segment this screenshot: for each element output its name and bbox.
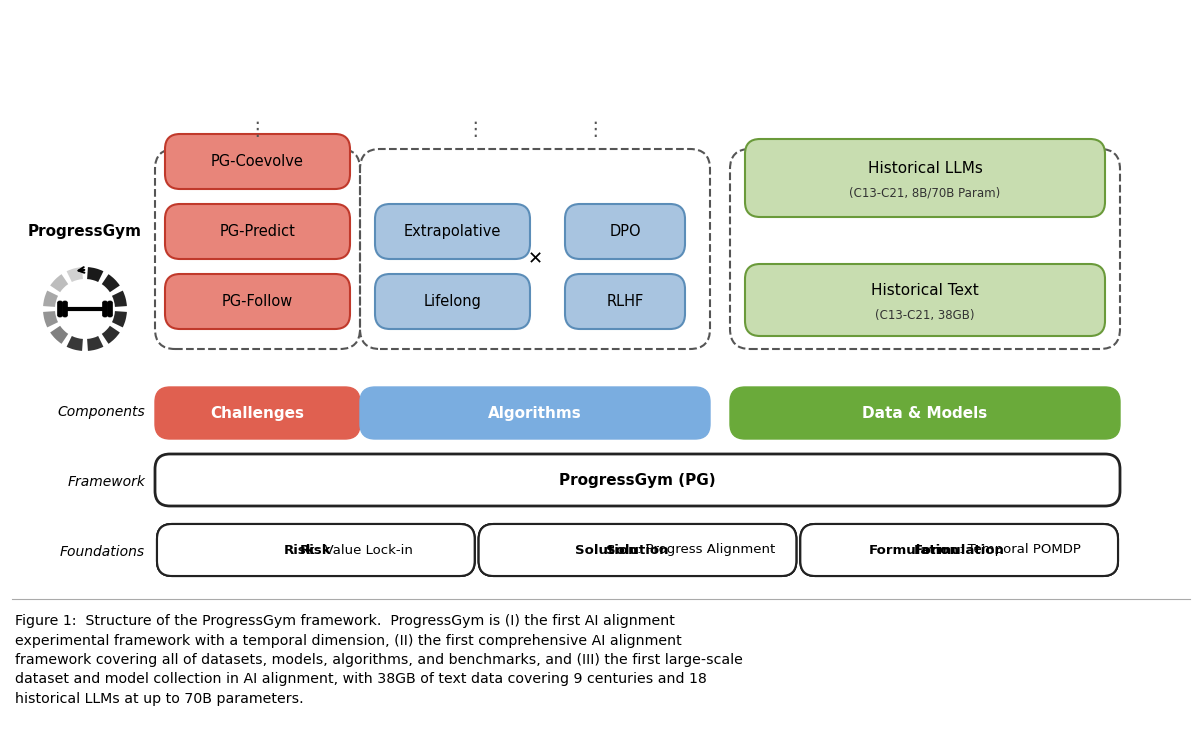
FancyBboxPatch shape	[102, 301, 107, 317]
FancyBboxPatch shape	[478, 524, 797, 576]
FancyBboxPatch shape	[63, 301, 67, 317]
Text: : Value Lock-in: : Value Lock-in	[316, 544, 412, 557]
Text: Figure 1:  Structure of the ProgressGym framework.  ProgressGym is (I) the first: Figure 1: Structure of the ProgressGym f…	[14, 614, 743, 706]
Wedge shape	[87, 267, 103, 282]
Text: (C13-C21, 38GB): (C13-C21, 38GB)	[875, 309, 975, 321]
Text: Risk: Value Lock-in: Risk: Value Lock-in	[254, 544, 377, 557]
Text: Lifelong: Lifelong	[423, 294, 482, 309]
Wedge shape	[50, 275, 69, 292]
Wedge shape	[43, 311, 58, 327]
Text: ProgressGym (PG): ProgressGym (PG)	[559, 472, 716, 487]
Text: : Progress Alignment: : Progress Alignment	[637, 544, 775, 557]
FancyBboxPatch shape	[157, 524, 475, 576]
Text: : Temporal POMDP: : Temporal POMDP	[959, 544, 1081, 557]
FancyBboxPatch shape	[565, 204, 685, 259]
FancyBboxPatch shape	[375, 274, 530, 329]
Wedge shape	[112, 291, 127, 307]
FancyBboxPatch shape	[478, 524, 797, 576]
Text: Formulation: Temporal POMDP: Formulation: Temporal POMDP	[858, 544, 1060, 557]
FancyBboxPatch shape	[565, 274, 685, 329]
FancyBboxPatch shape	[165, 274, 350, 329]
Wedge shape	[102, 275, 120, 292]
Wedge shape	[66, 267, 83, 282]
Text: (C13-C21, 8B/70B Param): (C13-C21, 8B/70B Param)	[850, 187, 1000, 199]
Text: Solution: Solution	[606, 544, 668, 557]
Wedge shape	[87, 336, 103, 351]
FancyBboxPatch shape	[165, 204, 350, 259]
Text: PG-Predict: PG-Predict	[220, 224, 296, 239]
Text: Risk: Risk	[300, 544, 332, 557]
Text: Formulation: Temporal POMDP: Formulation: Temporal POMDP	[858, 544, 1060, 557]
Text: Solution: Solution	[575, 544, 637, 557]
Text: Framework: Framework	[67, 475, 145, 489]
Text: Risk: Value Lock-in: Risk: Value Lock-in	[254, 544, 377, 557]
Text: RLHF: RLHF	[606, 294, 643, 309]
FancyBboxPatch shape	[361, 387, 710, 439]
Text: DPO: DPO	[609, 224, 641, 239]
FancyBboxPatch shape	[157, 524, 475, 576]
Text: ⋮: ⋮	[465, 120, 484, 138]
Text: Solution: Progress Alignment: Solution: Progress Alignment	[541, 544, 733, 557]
Text: Data & Models: Data & Models	[862, 405, 988, 420]
Text: Risk: Value Lock-in: Risk: Value Lock-in	[254, 544, 377, 557]
Text: PG-Coevolve: PG-Coevolve	[212, 154, 304, 169]
Text: Historical LLMs: Historical LLMs	[868, 161, 982, 176]
Text: Formulation: Temporal POMDP: Formulation: Temporal POMDP	[858, 544, 1060, 557]
FancyBboxPatch shape	[107, 301, 113, 317]
FancyBboxPatch shape	[745, 139, 1105, 217]
Wedge shape	[112, 311, 127, 327]
Text: Formulation: Formulation	[914, 544, 1005, 557]
Text: ProgressGym: ProgressGym	[28, 224, 142, 239]
Text: Algorithms: Algorithms	[488, 405, 582, 420]
Wedge shape	[50, 326, 69, 344]
Wedge shape	[102, 326, 120, 344]
Text: Formulation: Formulation	[868, 544, 959, 557]
Text: Solution: Progress Alignment: Solution: Progress Alignment	[541, 544, 733, 557]
Text: Components: Components	[58, 405, 145, 419]
FancyBboxPatch shape	[801, 524, 1118, 576]
FancyBboxPatch shape	[165, 134, 350, 189]
Text: Extrapolative: Extrapolative	[404, 224, 501, 239]
Text: ⋮: ⋮	[585, 120, 605, 138]
FancyBboxPatch shape	[745, 264, 1105, 336]
Wedge shape	[66, 336, 83, 351]
FancyBboxPatch shape	[801, 524, 1118, 576]
FancyBboxPatch shape	[801, 524, 1118, 576]
Text: Foundations: Foundations	[60, 545, 145, 559]
FancyBboxPatch shape	[155, 454, 1120, 506]
FancyBboxPatch shape	[58, 301, 63, 317]
FancyBboxPatch shape	[730, 387, 1120, 439]
Wedge shape	[43, 291, 58, 307]
Text: Challenges: Challenges	[210, 405, 304, 420]
FancyBboxPatch shape	[155, 387, 361, 439]
FancyBboxPatch shape	[375, 204, 530, 259]
Text: Historical Text: Historical Text	[871, 283, 978, 298]
Text: PG-Follow: PG-Follow	[222, 294, 293, 309]
Text: ⋮: ⋮	[248, 120, 267, 138]
FancyBboxPatch shape	[157, 524, 475, 576]
FancyBboxPatch shape	[478, 524, 797, 576]
Text: ✕: ✕	[528, 250, 542, 268]
Text: Solution: Progress Alignment: Solution: Progress Alignment	[541, 544, 733, 557]
Text: Risk: Risk	[284, 544, 316, 557]
